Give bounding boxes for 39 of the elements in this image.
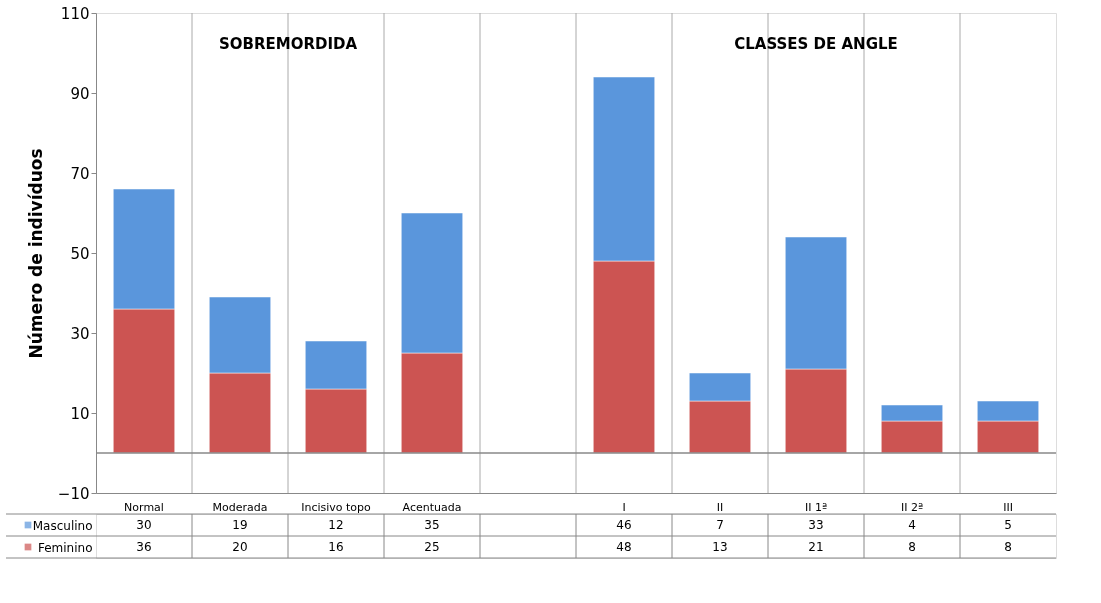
data-label: 35: [424, 518, 440, 532]
y-tick-label: 30: [70, 324, 90, 343]
x-tick-label: Acentuada: [402, 500, 462, 514]
data-label: 13: [712, 540, 728, 554]
x-tick-label: III: [1003, 500, 1013, 514]
data-label: 16: [328, 540, 344, 554]
y-tick-label: 70: [70, 164, 90, 183]
data-label: 4: [908, 518, 916, 532]
y-tick-label: 110: [60, 4, 90, 23]
data-label: 21: [808, 540, 824, 554]
x-tick-label: I: [622, 500, 626, 514]
data-label: 19: [232, 518, 248, 532]
x-tick-label: II 2ª: [900, 500, 924, 514]
data-label: 33: [808, 518, 824, 532]
y-tick-label: 10: [70, 404, 90, 423]
data-label: 5: [1004, 518, 1012, 532]
x-tick-label: Moderada: [212, 500, 268, 514]
data-label: 8: [1004, 540, 1012, 554]
data-label: 12: [328, 518, 344, 532]
annotation: SOBREMORDIDA: [218, 35, 358, 54]
data-label: 8: [908, 540, 916, 554]
data-label: 36: [136, 540, 152, 554]
x-tick-label: II: [716, 500, 724, 514]
legend-label: Feminino: [37, 540, 93, 555]
legend-label: Masculino: [32, 518, 93, 533]
data-label: 7: [716, 518, 724, 532]
data-label: 48: [616, 540, 632, 554]
y-axis-title: Número de indivíduos: [25, 148, 46, 359]
x-tick-label: Incisivo topo: [301, 500, 372, 514]
x-tick-label: Normal: [124, 500, 164, 514]
data-label: 20: [232, 540, 248, 554]
annotation: CLASSES DE ANGLE: [734, 35, 898, 54]
x-tick-label: II 1ª: [804, 500, 828, 514]
data-label: 25: [424, 540, 440, 554]
data-label: 46: [616, 518, 632, 532]
y-tick-label: 90: [70, 84, 90, 103]
y-tick-label: 50: [70, 244, 90, 263]
data-label: 30: [136, 518, 152, 532]
y-tick-label: −10: [57, 484, 90, 503]
